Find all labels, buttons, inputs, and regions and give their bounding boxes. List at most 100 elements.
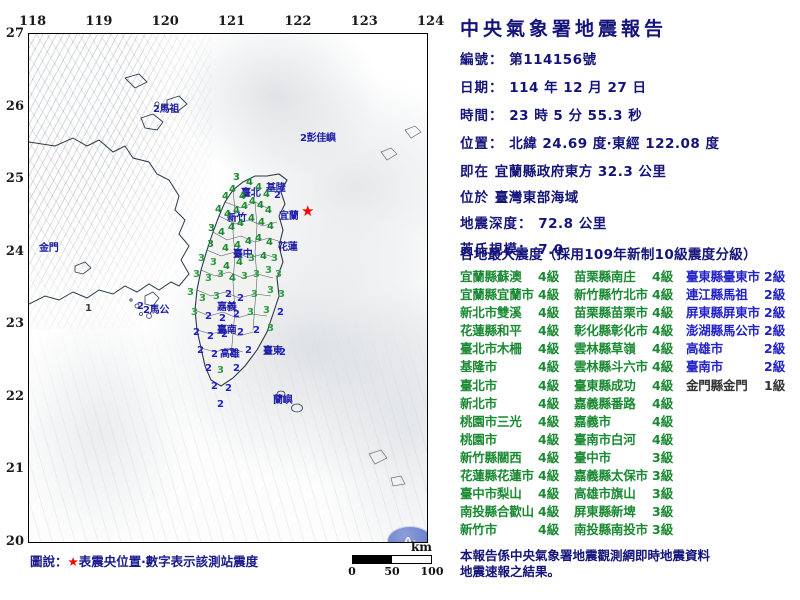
intensity-row: 澎湖縣馬公市 2級 — [686, 322, 792, 340]
intensity-location-name: 基隆市 — [460, 359, 497, 375]
intensity-location-name: 桃園市 — [460, 431, 497, 447]
intensity-level-value: 4級 — [538, 431, 560, 447]
report-field-row: 日期： 114 年 12 月 27 日 — [460, 76, 646, 96]
intensity-location-name: 嘉義縣番路 — [574, 395, 636, 411]
legend-suffix-text: 表震央位置‧數字表示該測站震度 — [78, 554, 259, 569]
intensity-location-name: 南投縣合歡山 — [460, 504, 534, 520]
station-intensity-marker: 2 — [211, 349, 218, 360]
intensity-heading: 各地最大震度（採用109年新制10級震度分級） — [460, 247, 757, 263]
intensity-row: 花蓮縣和平 4級 — [460, 322, 566, 340]
report-field-label: 日期： — [460, 80, 510, 96]
intensity-row: 嘉義市 4級 — [574, 413, 680, 431]
report-field-value: 114 年 12 月 27 日 — [509, 80, 647, 96]
station-intensity-marker: 3 — [207, 239, 214, 250]
y-axis-tick-label: 20 — [5, 534, 24, 549]
intensity-level-value: 3級 — [652, 522, 674, 538]
intensity-row: 新竹縣竹北市 4級 — [574, 286, 680, 304]
station-intensity-marker: 4 — [246, 177, 253, 188]
intensity-level-value: 4級 — [652, 269, 674, 284]
x-axis-tick-label: 119 — [85, 14, 113, 29]
report-field-label: 芮氏規模： — [460, 242, 539, 258]
report-field-row: 位於 臺灣東部海域 — [460, 186, 579, 206]
intensity-level-value: 4級 — [538, 269, 560, 284]
intensity-location-name: 臺北市 — [460, 377, 497, 393]
y-axis-tick-label: 25 — [5, 171, 24, 187]
map-city-label: 嘉義 — [217, 302, 237, 313]
station-intensity-marker: 4 — [255, 233, 262, 244]
station-intensity-marker: 4 — [266, 237, 273, 248]
map-city-label: 基隆 — [266, 183, 286, 194]
x-axis-tick-label: 124 — [417, 14, 445, 29]
station-intensity-marker: 4 — [236, 257, 243, 268]
intensity-location-name: 雲林縣斗六市 — [574, 359, 648, 375]
station-intensity-marker: 3 — [187, 287, 194, 298]
intensity-level-value: 3級 — [652, 449, 674, 465]
intensity-level-value: 4級 — [538, 486, 560, 502]
intensity-location-name: 花蓮縣花蓮市 — [460, 468, 534, 484]
intensity-location-name: 高雄市旗山 — [574, 486, 636, 502]
intensity-location-name: 澎湖縣馬公市 — [686, 323, 760, 339]
report-panel: 中央氣象署地震報告 編號： 第114156號 日期： 114 年 12 月 27 … — [452, 0, 800, 600]
station-intensity-marker: 2 — [253, 325, 260, 336]
intensity-row: 南投縣南投市 3級 — [574, 521, 680, 539]
intensity-row: 屏東縣屏東市 2級 — [686, 304, 792, 322]
intensity-level-value: 4級 — [652, 377, 674, 393]
station-intensity-marker: 2 — [217, 399, 224, 410]
intensity-level-value: 4級 — [538, 468, 560, 484]
cwa-seal-logo: ∿ — [387, 526, 427, 542]
intensity-level-value: 3級 — [652, 504, 674, 520]
station-intensity-marker: 3 — [271, 253, 278, 264]
intensity-row: 嘉義縣番路 4級 — [574, 395, 680, 413]
intensity-level-value: 4級 — [652, 395, 674, 411]
map-city-label: 2馬公 — [143, 305, 170, 316]
scale-bar-filled-half — [353, 556, 392, 563]
report-field-row: 地震深度： 72.8 公里 — [460, 212, 607, 232]
station-intensity-marker: 3 — [217, 365, 224, 376]
intensity-location-name: 臺中市 — [574, 449, 611, 465]
station-intensity-marker: 4 — [234, 240, 241, 251]
intensity-row: 基隆市 4級 — [460, 358, 566, 376]
station-intensity-marker: 3 — [253, 269, 260, 280]
map-city-label: 花蓮 — [278, 242, 298, 253]
intensity-location-name: 宜蘭縣蘇澳 — [460, 269, 522, 284]
intensity-level-value: 1級 — [764, 377, 786, 393]
station-intensity-marker: 4 — [224, 209, 231, 220]
map-city-label: 蘭嶼 — [273, 395, 293, 406]
station-intensity-marker: 4 — [239, 191, 246, 202]
intensity-level-value: 4級 — [652, 323, 674, 339]
intensity-level-value: 4級 — [538, 413, 560, 429]
intensity-row: 新北市雙溪 4級 — [460, 304, 566, 322]
intensity-location-name: 花蓮縣和平 — [460, 323, 522, 339]
x-axis-tick-label: 118 — [19, 14, 47, 29]
station-intensity-marker: 2 — [205, 311, 212, 322]
report-field-row: 芮氏規模： 7.0 — [460, 238, 564, 258]
intensity-row: 宜蘭縣宜蘭市 4級 — [460, 286, 566, 304]
report-field-value: 北緯 24.69 度‧東經 122.08 度 — [509, 136, 720, 152]
intensity-location-name: 臺北市木柵 — [460, 341, 522, 357]
intensity-column: 苗栗縣南庄 4級 新竹縣竹北市 4級 苗栗縣苗栗市 4級 彰化縣彰化市 4級 雲林縣草嶺 4級 雲林… — [574, 268, 680, 539]
intensity-location-name: 苗栗縣南庄 — [574, 269, 636, 284]
station-intensity-marker: 2 — [245, 345, 252, 356]
report-field-label: 位置： — [460, 136, 510, 152]
legend-prefix-text: 圖說： — [30, 554, 68, 569]
intensity-row: 彰化縣彰化市 4級 — [574, 322, 680, 340]
station-intensity-marker: 3 — [233, 172, 240, 183]
epicenter-star-marker: ★ — [301, 202, 315, 220]
intensity-location-name: 臺南市 — [686, 359, 723, 375]
intensity-level-value: 2級 — [764, 305, 786, 321]
intensity-row: 新竹縣關西 4級 — [460, 449, 566, 467]
station-intensity-marker: 4 — [229, 184, 236, 195]
station-intensity-marker: 4 — [215, 204, 222, 215]
station-intensity-marker: 4 — [265, 205, 272, 216]
intensity-location-name: 臺東縣成功 — [574, 377, 636, 393]
y-axis-tick-label: 21 — [5, 461, 24, 477]
station-intensity-marker: 3 — [208, 223, 215, 234]
map-city-label: 高雄 — [220, 349, 240, 360]
intensity-level-value: 4級 — [652, 413, 674, 429]
intensity-row: 臺中市梨山 4級 — [460, 485, 566, 503]
report-field-value: 23 時 5 分 55.3 秒 — [509, 108, 643, 124]
intensity-level-value: 4級 — [538, 377, 560, 393]
station-intensity-marker: 4 — [258, 217, 265, 228]
station-intensity-marker: 4 — [229, 273, 236, 284]
station-intensity-marker: 2 — [225, 383, 232, 394]
